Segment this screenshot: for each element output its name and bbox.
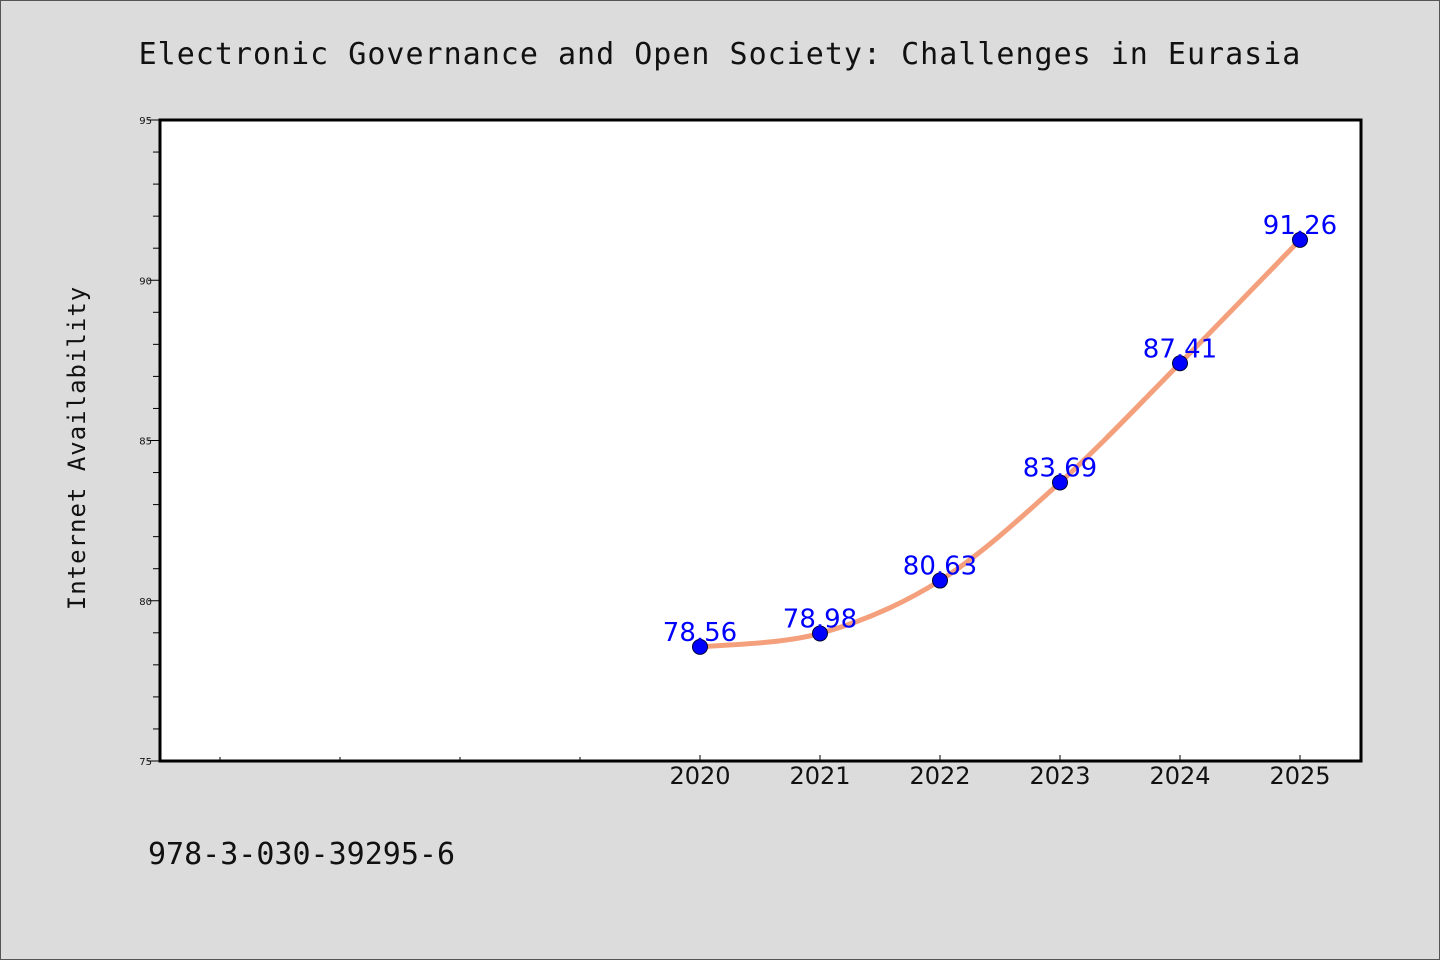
- x-tick-label: 2021: [789, 762, 850, 790]
- data-label: 80.63: [903, 552, 977, 582]
- y-tick-label: 90: [139, 276, 152, 287]
- x-tick-label: 2023: [1029, 762, 1090, 790]
- y-tick-label: 75: [139, 757, 152, 768]
- x-tick-label: 2020: [669, 762, 730, 790]
- y-tick-label: 95: [139, 116, 152, 127]
- isbn-text: 978-3-030-39295-6: [148, 837, 455, 872]
- data-point: [1052, 474, 1068, 491]
- x-axis-ticks: 2020 2021 2022 2023 2024 2025: [669, 755, 1331, 790]
- data-label: 78.56: [663, 618, 737, 648]
- data-point: [692, 638, 708, 655]
- x-tick-label: 2025: [1269, 762, 1330, 790]
- data-label: 87.41: [1143, 334, 1217, 364]
- data-label: 83.69: [1023, 453, 1097, 483]
- data-point: [932, 572, 948, 589]
- data-point: [1172, 355, 1188, 372]
- y-tick-label: 85: [139, 437, 152, 448]
- y-axis-label: Internet Availability: [63, 286, 91, 610]
- plot-area: [158, 118, 1363, 763]
- data-labels: 78.56 78.98 80.63 83.69 87.41 91.26: [663, 211, 1337, 648]
- chart-title: Electronic Governance and Open Society: …: [139, 37, 1302, 72]
- x-tick-label: 2024: [1149, 762, 1210, 790]
- data-point: [1292, 231, 1308, 248]
- data-label: 91.26: [1263, 211, 1337, 241]
- minor-ticks: [153, 151, 581, 761]
- data-point: [812, 625, 828, 642]
- x-tick-label: 2022: [909, 762, 970, 790]
- series-group: [692, 231, 1308, 655]
- data-label: 78.98: [783, 604, 857, 634]
- y-tick-label: 80: [139, 597, 152, 608]
- y-axis-ticks: 75 80 85 90 95: [139, 116, 160, 768]
